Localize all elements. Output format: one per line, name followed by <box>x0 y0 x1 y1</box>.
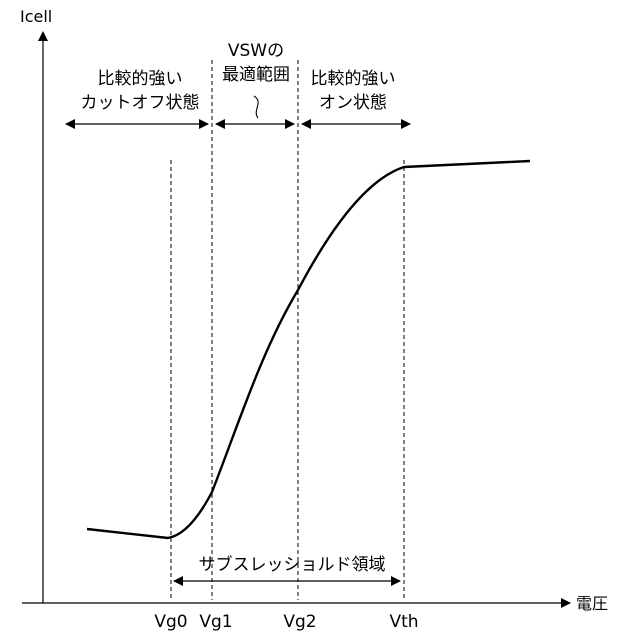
tick-vg0: Vg0 <box>154 612 187 632</box>
optimal-label-line2: 最適範囲 <box>222 65 290 85</box>
tick-vg1: Vg1 <box>199 612 232 632</box>
icell-curve <box>86 159 531 540</box>
tick-vg2: Vg2 <box>283 612 316 632</box>
on-label-line1: 比較的強い <box>311 69 396 89</box>
on-label-line2: オン状態 <box>319 93 387 113</box>
optimal-label-line1: VSWの <box>228 41 284 61</box>
x-axis-label: 電圧 <box>576 594 608 613</box>
tick-vth: Vth <box>389 612 418 632</box>
cutoff-label-line1: 比較的強い <box>98 69 183 89</box>
subthreshold-label: サブスレッショルド領域 <box>199 554 386 575</box>
y-axis-label: Icell <box>20 7 52 26</box>
cutoff-label-line2: カットオフ状態 <box>81 93 200 113</box>
optimal-range-tilde <box>253 95 259 119</box>
